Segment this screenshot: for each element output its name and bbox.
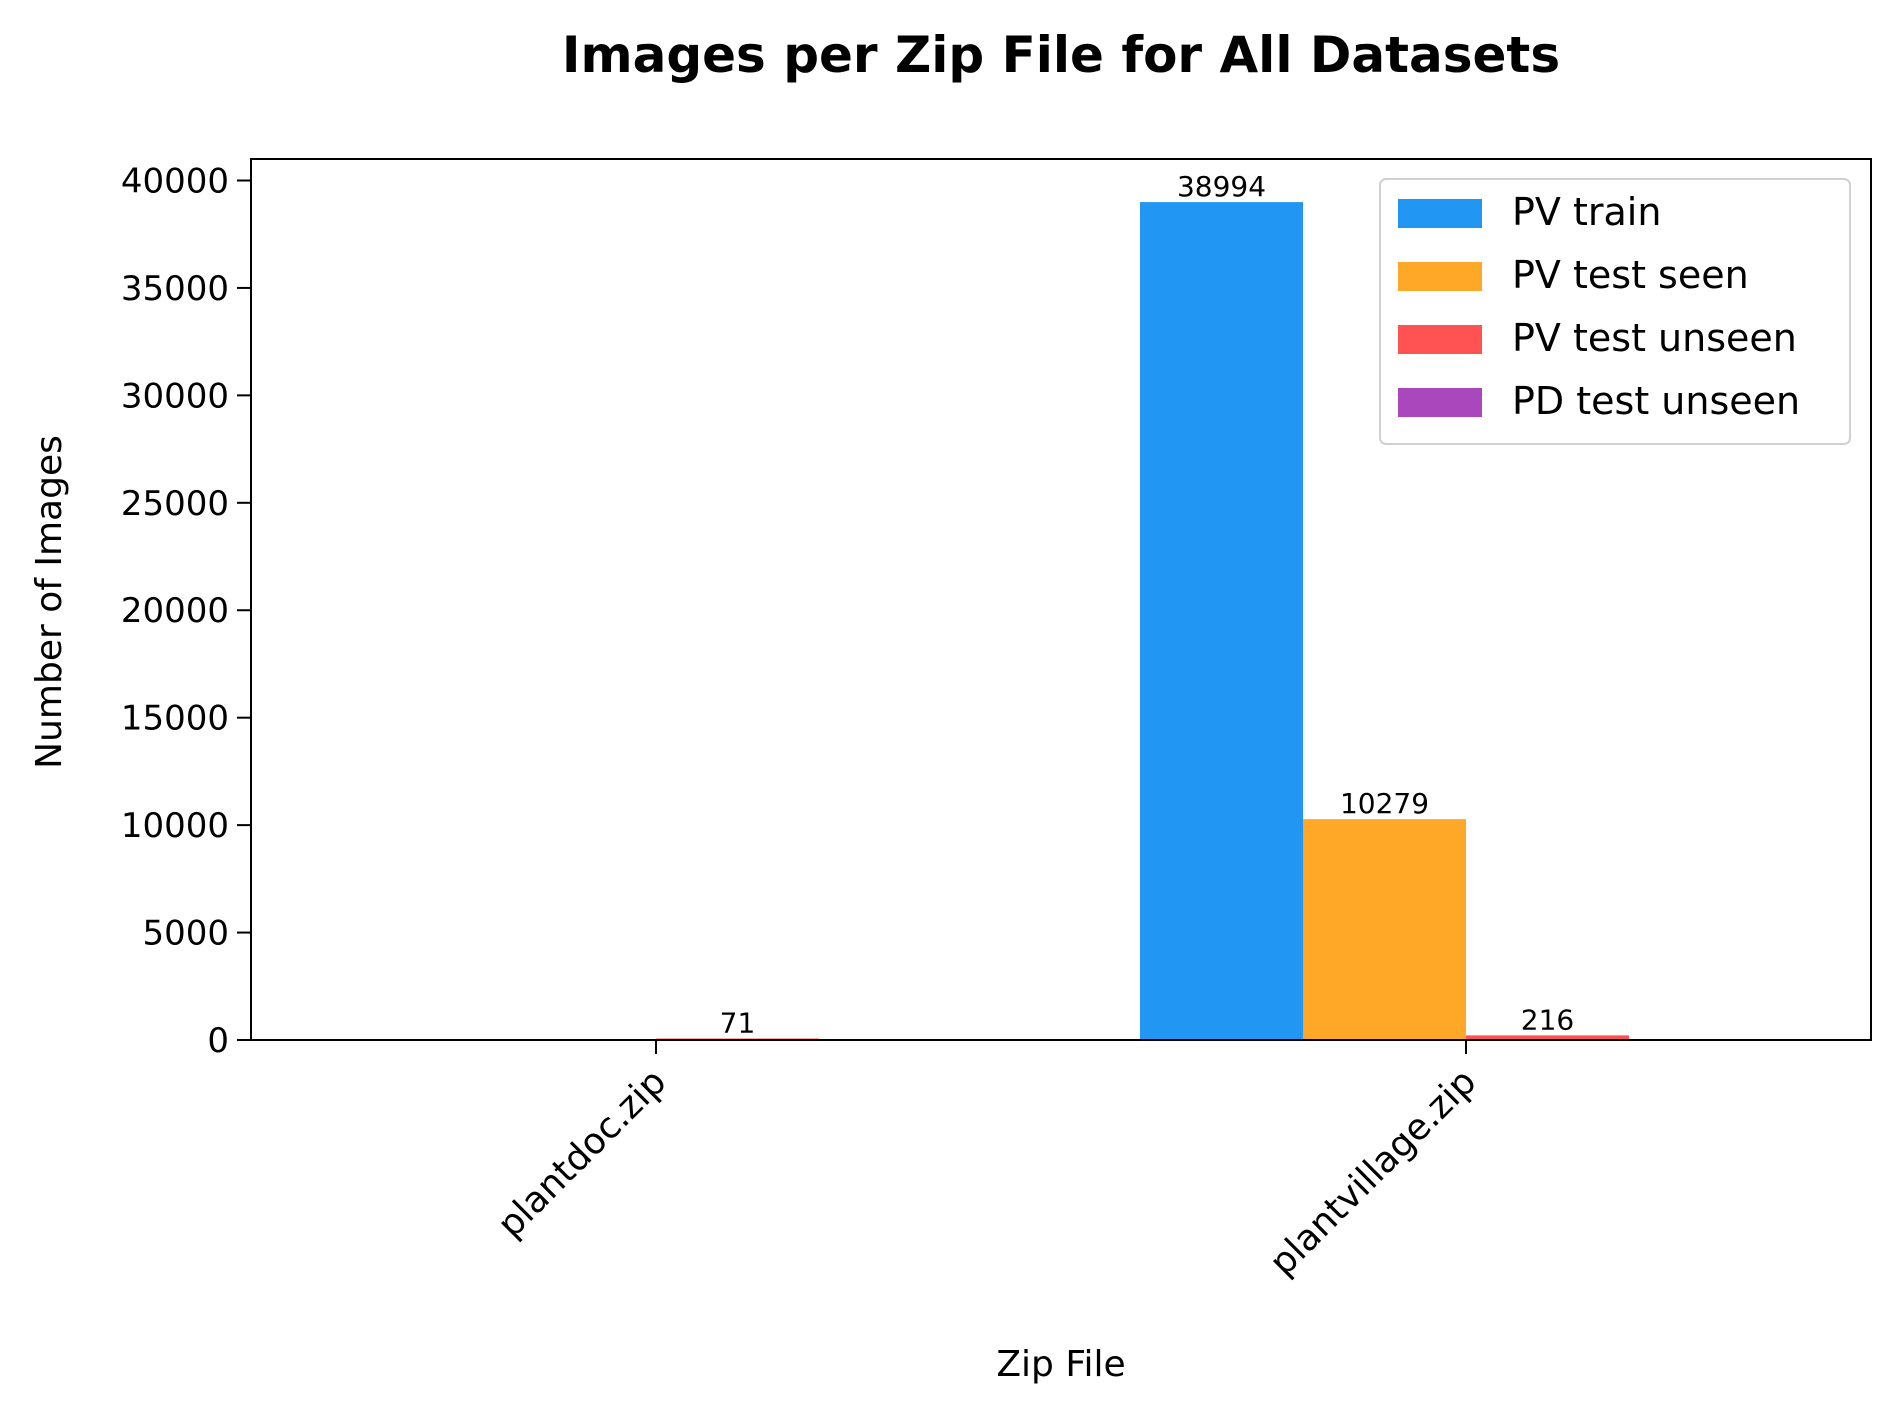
plot-frame [250,158,1872,1041]
legend-label-2: PV test seen [1512,253,1749,297]
x-axis-label: Zip File [996,1344,1125,1385]
y-tick-label: 0 [207,1021,229,1061]
chart-title: Images per Zip File for All Datasets [562,26,1560,84]
bar-value-label: 216 [1521,1003,1574,1036]
y-tick-label: 30000 [121,376,229,416]
legend-swatch-3 [1398,325,1482,354]
y-tick-label: 10000 [121,806,229,846]
bar-2-2 [1303,819,1466,1040]
y-tick-label: 25000 [121,484,229,524]
x-tick-label: plantvillage.zip [1262,1061,1484,1283]
y-tick-label: 20000 [121,591,229,631]
y-axis-label: Number of Images [29,435,70,769]
x-tick-label: plantdoc.zip [490,1061,674,1245]
y-tick-label: 5000 [142,914,229,954]
bar-1-2 [1140,202,1303,1040]
bar-3-2 [1466,1035,1629,1040]
legend-label-1: PV train [1512,190,1661,234]
legend: PV train PV test seen PV test unseen PD tes… [1379,178,1851,445]
y-tick-label: 35000 [121,269,229,309]
legend-label-3: PV test unseen [1512,316,1797,360]
legend-swatch-4 [1398,388,1482,417]
legend-swatch-1 [1398,199,1482,228]
bar-value-label: 10279 [1340,787,1429,820]
legend-swatch-2 [1398,262,1482,291]
y-tick-label: 15000 [121,699,229,739]
legend-box [1379,178,1851,445]
legend-label-4: PD test unseen [1512,379,1800,423]
y-tick-label: 40000 [121,161,229,201]
bar-value-label: 38994 [1177,170,1266,203]
bar-value-label: 71 [720,1006,756,1039]
